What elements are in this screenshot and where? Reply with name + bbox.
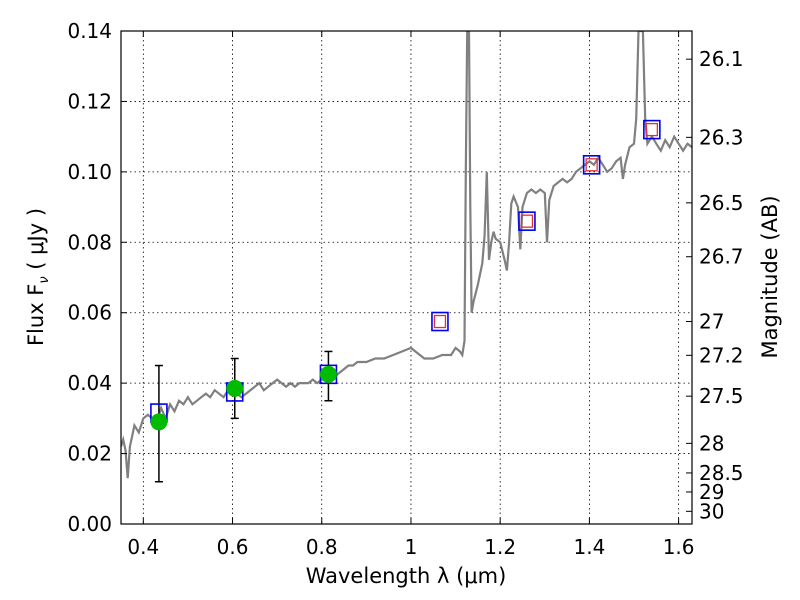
right-axis-label: Magnitude (AB) — [758, 195, 782, 358]
right-tick-label: 27 — [699, 310, 724, 334]
right-tick-label: 26.5 — [699, 191, 744, 215]
right-tick-label: 26.7 — [699, 245, 744, 269]
x-tick-label: 1.2 — [484, 535, 516, 559]
flux-square-marker — [645, 122, 659, 137]
flux-square-marker — [433, 314, 447, 329]
plot-data — [121, 31, 692, 483]
y-axis-label-main: Flux F — [24, 284, 48, 346]
y-tick-label: 0.00 — [67, 512, 112, 536]
flux-square-marker — [585, 158, 598, 172]
detection-point — [226, 379, 244, 397]
model-square-marker — [431, 311, 449, 332]
axis-ticks: 0.4 0.6 0.8 1 1.2 1.4 1.6 0.00 0.02 0.04 0.06 0.08 0… — [67, 19, 743, 559]
model-square-marker — [518, 211, 536, 231]
model-square-marker — [582, 155, 601, 175]
y-axis-label-sub: ν — [37, 276, 52, 283]
x-tick-label: 0.6 — [217, 535, 249, 559]
flux-square-marker — [520, 214, 534, 228]
detection-point — [150, 413, 168, 431]
y-tick-label: 0.12 — [67, 89, 112, 113]
right-tick-label: 28 — [699, 431, 724, 455]
right-tick-label: 28.5 — [699, 461, 744, 485]
x-tick-label: 1 — [405, 535, 418, 559]
x-tick-label: 0.8 — [306, 535, 338, 559]
spectrum-line — [121, 31, 692, 479]
y-tick-label: 0.06 — [67, 301, 112, 325]
right-tick-label: 30 — [699, 499, 724, 523]
y-tick-label: 0.10 — [67, 160, 112, 184]
x-tick-label: 0.4 — [127, 535, 159, 559]
y-tick-label: 0.14 — [67, 19, 112, 43]
y-tick-label: 0.08 — [67, 230, 112, 254]
right-tick-label: 26.3 — [699, 125, 744, 149]
right-tick-label: 29 — [699, 480, 724, 504]
right-tick-label: 27.2 — [699, 343, 744, 367]
grid — [121, 31, 692, 524]
right-tick-label: 26.1 — [699, 47, 744, 71]
plot-frame — [120, 30, 693, 525]
y-axis-label: Flux Fν ( μJy ) — [24, 208, 52, 346]
x-tick-label: 1.4 — [573, 535, 605, 559]
right-tick-label: 27.5 — [699, 384, 744, 408]
x-tick-label: 1.6 — [663, 535, 695, 559]
detection-point — [319, 365, 337, 383]
y-axis-label-unit: ( μJy ) — [24, 208, 48, 276]
y-tick-label: 0.02 — [67, 442, 112, 466]
model-square-marker — [643, 119, 661, 140]
x-axis-label: Wavelength λ (μm) — [306, 564, 507, 588]
y-tick-label: 0.04 — [67, 371, 112, 395]
